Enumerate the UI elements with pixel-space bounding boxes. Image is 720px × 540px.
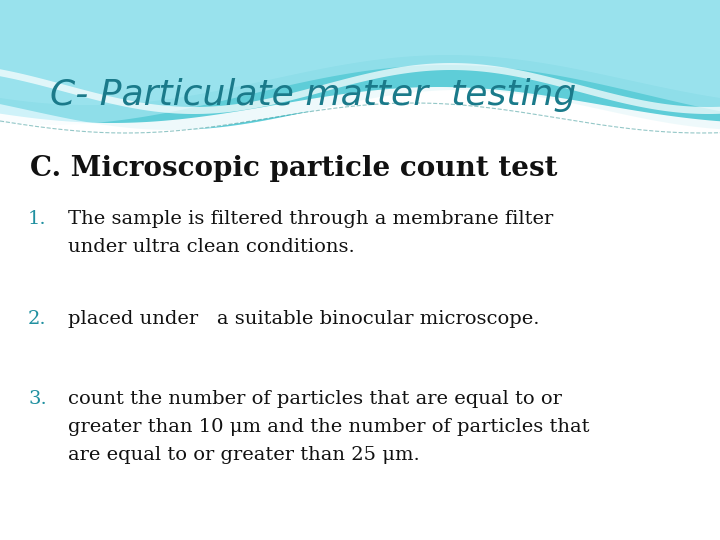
Polygon shape xyxy=(0,0,720,105)
Polygon shape xyxy=(0,63,720,114)
Text: placed under   a suitable binocular microscope.: placed under a suitable binocular micros… xyxy=(68,310,539,328)
Polygon shape xyxy=(0,87,720,135)
Text: 1.: 1. xyxy=(28,210,47,228)
Text: greater than 10 μm and the number of particles that: greater than 10 μm and the number of par… xyxy=(68,418,590,436)
Text: C. Microscopic particle count test: C. Microscopic particle count test xyxy=(30,155,557,182)
Text: The sample is filtered through a membrane filter: The sample is filtered through a membran… xyxy=(68,210,553,228)
Text: 2.: 2. xyxy=(28,310,47,328)
Polygon shape xyxy=(0,0,720,125)
Text: 3.: 3. xyxy=(28,390,47,408)
Text: C- Particulate matter  testing: C- Particulate matter testing xyxy=(50,78,576,112)
Polygon shape xyxy=(0,0,720,130)
Text: count the number of particles that are equal to or: count the number of particles that are e… xyxy=(68,390,562,408)
Text: under ultra clean conditions.: under ultra clean conditions. xyxy=(68,238,355,256)
Text: are equal to or greater than 25 μm.: are equal to or greater than 25 μm. xyxy=(68,446,420,464)
